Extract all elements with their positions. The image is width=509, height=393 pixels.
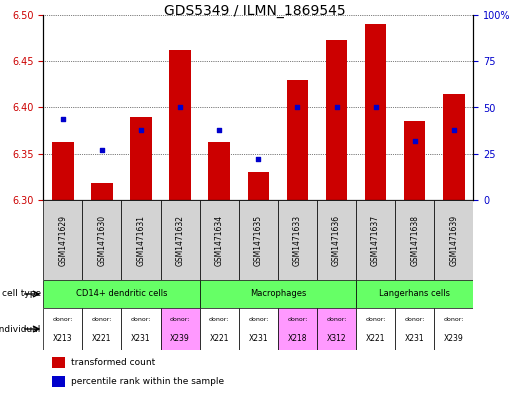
Text: X221: X221	[366, 334, 385, 343]
Bar	[160, 200, 200, 280]
Bar	[317, 308, 356, 350]
Bar	[200, 308, 239, 350]
Text: X231: X231	[248, 334, 268, 343]
Bar	[43, 308, 82, 350]
Bar	[278, 308, 317, 350]
Bar	[122, 308, 160, 350]
Bar	[130, 117, 152, 200]
Bar	[82, 308, 122, 350]
Text: donor:: donor:	[365, 317, 386, 322]
Text: donor:: donor:	[287, 317, 307, 322]
Text: GSM1471631: GSM1471631	[136, 215, 146, 266]
Text: transformed count: transformed count	[71, 358, 155, 367]
Text: GSM1471634: GSM1471634	[215, 215, 224, 266]
Bar	[434, 308, 473, 350]
Text: GSM1471638: GSM1471638	[410, 215, 419, 266]
Text: CD14+ dendritic cells: CD14+ dendritic cells	[76, 290, 167, 299]
Text: X239: X239	[170, 334, 190, 343]
Bar	[122, 200, 160, 280]
Text: percentile rank within the sample: percentile rank within the sample	[71, 376, 224, 386]
Point	[372, 105, 380, 111]
Text: X231: X231	[131, 334, 151, 343]
Bar	[43, 200, 82, 280]
Point	[59, 116, 67, 122]
Bar	[239, 200, 278, 280]
Bar	[160, 308, 200, 350]
Text: GDS5349 / ILMN_1869545: GDS5349 / ILMN_1869545	[164, 4, 345, 18]
Bar	[247, 172, 269, 200]
Bar	[43, 280, 200, 308]
Bar	[443, 94, 465, 200]
Text: cell type: cell type	[2, 290, 41, 299]
Bar	[356, 280, 473, 308]
Text: X239: X239	[444, 334, 464, 343]
Text: X231: X231	[405, 334, 425, 343]
Bar	[239, 308, 278, 350]
Bar	[91, 184, 112, 200]
Text: GSM1471630: GSM1471630	[97, 215, 106, 266]
Text: donor:: donor:	[170, 317, 190, 322]
Point	[98, 147, 106, 153]
Text: donor:: donor:	[92, 317, 112, 322]
Bar	[169, 50, 191, 200]
Point	[176, 105, 184, 111]
Text: Langerhans cells: Langerhans cells	[379, 290, 450, 299]
Text: individual: individual	[0, 325, 41, 334]
Bar	[200, 200, 239, 280]
Text: donor:: donor:	[326, 317, 347, 322]
Bar	[287, 80, 308, 200]
Bar	[52, 376, 65, 387]
Bar	[365, 24, 386, 200]
Bar	[317, 200, 356, 280]
Text: donor:: donor:	[131, 317, 151, 322]
Text: X312: X312	[327, 334, 346, 343]
Bar	[356, 200, 395, 280]
Bar	[52, 357, 65, 368]
Bar	[278, 200, 317, 280]
Text: GSM1471636: GSM1471636	[332, 215, 341, 266]
Bar	[395, 308, 434, 350]
Point	[450, 127, 458, 133]
Point	[254, 156, 262, 162]
Text: Macrophages: Macrophages	[250, 290, 306, 299]
Text: GSM1471633: GSM1471633	[293, 215, 302, 266]
Text: donor:: donor:	[52, 317, 73, 322]
Point	[411, 138, 419, 144]
Bar	[82, 200, 122, 280]
Text: GSM1471637: GSM1471637	[371, 215, 380, 266]
Text: GSM1471639: GSM1471639	[449, 215, 458, 266]
Text: donor:: donor:	[444, 317, 464, 322]
Bar	[404, 121, 426, 200]
Text: X213: X213	[53, 334, 73, 343]
Point	[215, 127, 223, 133]
Text: donor:: donor:	[405, 317, 425, 322]
Point	[293, 105, 301, 111]
Point	[332, 105, 341, 111]
Bar	[52, 142, 74, 200]
Text: donor:: donor:	[248, 317, 269, 322]
Text: X221: X221	[92, 334, 111, 343]
Text: GSM1471629: GSM1471629	[59, 215, 67, 266]
Text: X221: X221	[210, 334, 229, 343]
Text: GSM1471632: GSM1471632	[176, 215, 185, 266]
Text: donor:: donor:	[209, 317, 230, 322]
Bar	[434, 200, 473, 280]
Bar	[356, 308, 395, 350]
Text: GSM1471635: GSM1471635	[254, 215, 263, 266]
Bar	[209, 142, 230, 200]
Text: X218: X218	[288, 334, 307, 343]
Bar	[326, 40, 347, 200]
Point	[137, 127, 145, 133]
Bar	[395, 200, 434, 280]
Bar	[200, 280, 356, 308]
